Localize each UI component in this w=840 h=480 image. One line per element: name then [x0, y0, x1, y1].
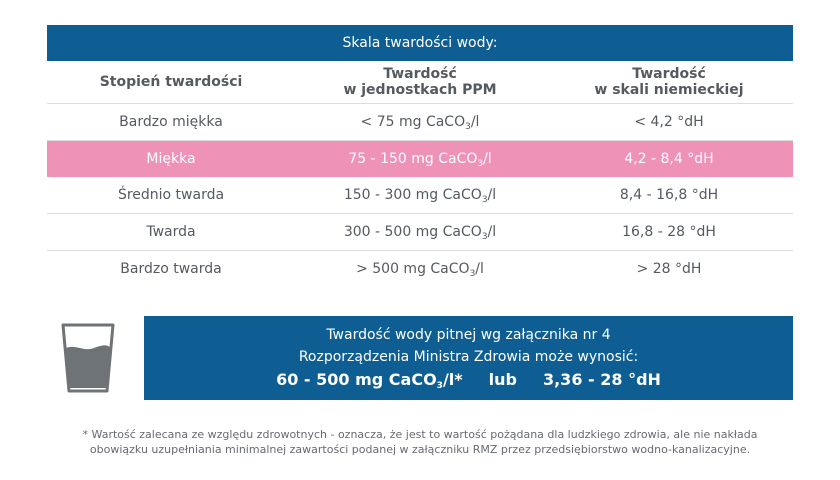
ppm-subscript: 3	[481, 232, 488, 242]
row-ppm-value: < 75 mg CaCO3/l	[295, 114, 545, 132]
info-ppm-subscript: 3	[436, 381, 443, 391]
ppm-text: < 75 mg CaCO	[360, 114, 466, 130]
row-ppm-value: 300 - 500 mg CaCO3/l	[295, 224, 545, 242]
ppm-subscript: 3	[477, 159, 484, 169]
water-glass-icon	[60, 322, 116, 394]
ppm-text: > 500 mg CaCO	[356, 261, 470, 277]
ppm-unit: /l	[470, 114, 480, 130]
ppm-subscript: 3	[465, 122, 471, 132]
table-title: Skala twardości wody:	[47, 25, 793, 61]
header-ppm: Twardość w jednostkach PPM	[295, 66, 545, 98]
header-german-line2: w skali niemieckiej	[594, 82, 744, 98]
info-ppm-value: 60 - 500 mg CaCO	[276, 370, 437, 389]
ppm-subscript: 3	[481, 195, 488, 205]
ppm-unit: /l	[475, 261, 484, 277]
table-row: Bardzo miękka < 75 mg CaCO3/l < 4,2 °dH	[47, 104, 793, 141]
ppm-unit: /l	[487, 224, 497, 240]
row-dh-value: 8,4 - 16,8 °dH	[619, 187, 719, 203]
ppm-text: 75 - 150 mg CaCO	[348, 151, 478, 167]
footnote-line-2: obowiązku uzupełniania minimalnej zawart…	[89, 443, 751, 456]
header-ppm-line2: w jednostkach PPM	[343, 82, 497, 98]
row-hardness-name: Bardzo twarda	[120, 261, 222, 277]
row-hardness-name: Miękka	[146, 151, 196, 167]
row-ppm-value: > 500 mg CaCO3/l	[295, 261, 545, 279]
table-header-row: Stopień twardości Twardość w jednostkach…	[47, 61, 793, 104]
row-dh-value: 4,2 - 8,4 °dH	[624, 151, 714, 167]
info-ppm-unit: /l*	[442, 370, 463, 389]
table-row: Średnio twarda 150 - 300 mg CaCO3/l 8,4 …	[47, 177, 793, 214]
row-ppm-value: 150 - 300 mg CaCO3/l	[295, 187, 545, 205]
ppm-text: 150 - 300 mg CaCO	[343, 187, 482, 203]
ppm-subscript: 3	[469, 269, 476, 279]
header-german-line1: Twardość	[632, 66, 706, 82]
row-hardness-name: Twarda	[146, 224, 196, 240]
info-values: 60 - 500 mg CaCO3/l* lub 3,36 - 28 °dH	[276, 368, 661, 392]
header-german-scale: Twardość w skali niemieckiej	[545, 66, 793, 98]
ppm-text: 300 - 500 mg CaCO	[343, 224, 482, 240]
table-row: Twarda 300 - 500 mg CaCO3/l 16,8 - 28 °d…	[47, 214, 793, 251]
header-ppm-line1: Twardość	[383, 66, 457, 82]
info-line-2: Rozporządzenia Ministra Zdrowia może wyn…	[298, 349, 639, 365]
ppm-unit: /l	[487, 187, 497, 203]
row-hardness-name: Średnio twarda	[117, 187, 225, 203]
table-row-highlighted: Miękka 75 - 150 mg CaCO3/l 4,2 - 8,4 °dH	[47, 141, 793, 177]
info-line-1: Twardość wody pitnej wg załącznika nr 4	[326, 327, 611, 343]
row-ppm-value: 75 - 150 mg CaCO3/l	[295, 151, 545, 169]
table-row: Bardzo twarda > 500 mg CaCO3/l > 28 °dH	[47, 251, 793, 287]
row-dh-value: < 4,2 °dH	[634, 114, 704, 130]
info-connector: lub	[488, 370, 517, 389]
footnote-line-1: * Wartość zalecana ze względu zdrowotnyc…	[82, 428, 758, 441]
header-hardness-degree: Stopień twardości	[99, 74, 243, 90]
table-title-text: Skala twardości wody:	[342, 35, 498, 51]
drinking-water-info-box: Twardość wody pitnej wg załącznika nr 4 …	[144, 316, 793, 400]
row-dh-value: 16,8 - 28 °dH	[622, 224, 716, 240]
info-dh-value: 3,36 - 28 °dH	[542, 370, 661, 389]
footnote: * Wartość zalecana ze względu zdrowotnyc…	[47, 427, 793, 457]
ppm-unit: /l	[483, 151, 492, 167]
row-dh-value: > 28 °dH	[636, 261, 702, 277]
row-hardness-name: Bardzo miękka	[119, 114, 223, 130]
